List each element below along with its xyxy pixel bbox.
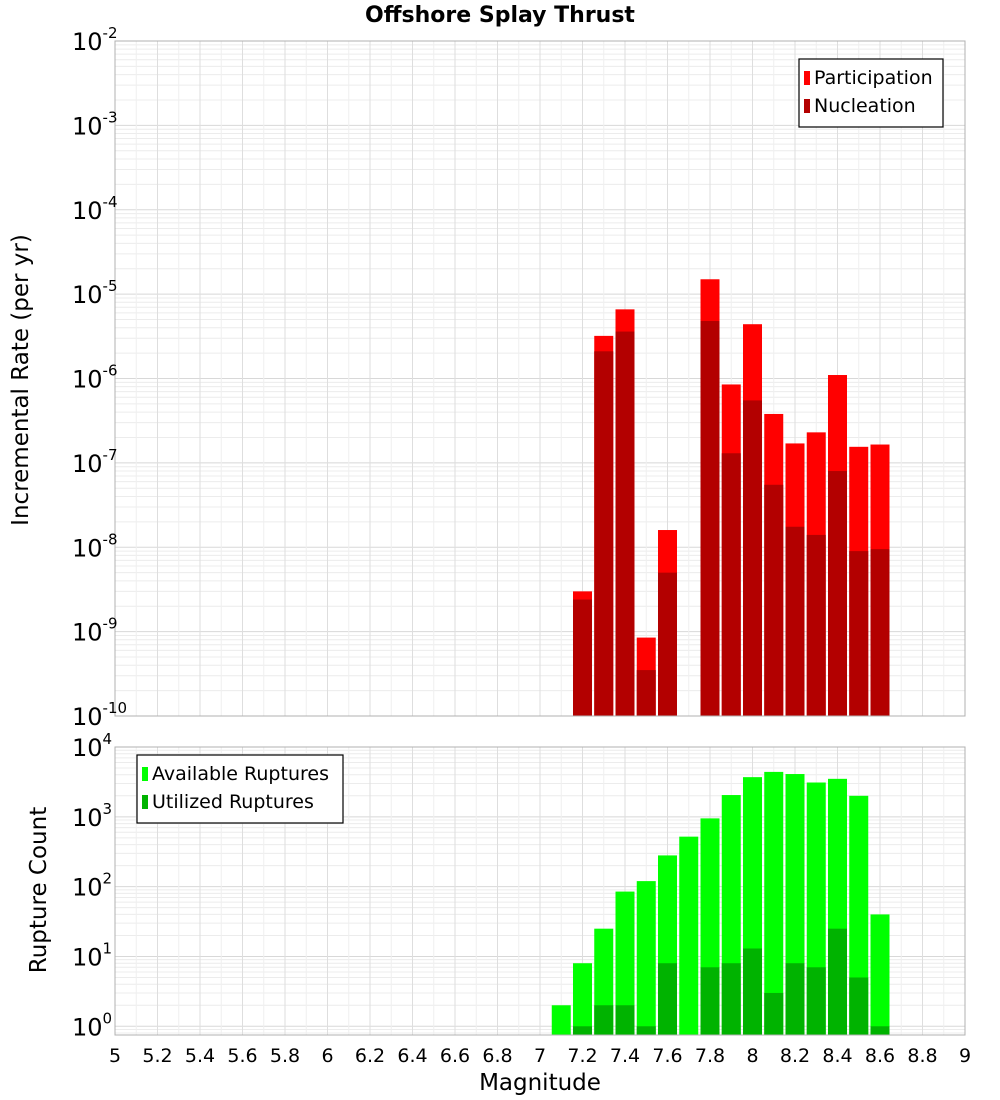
top-legend-label: Nucleation: [814, 95, 916, 117]
top-bar-b: [870, 549, 890, 716]
x-tick-label: 8.4: [822, 1045, 852, 1067]
top-legend-swatch: [804, 71, 810, 85]
top-bar-b: [594, 351, 614, 716]
top-bar-b: [721, 453, 741, 716]
bottom-legend-label: Utilized Ruptures: [152, 791, 314, 813]
bottom-bar-b: [700, 967, 720, 1035]
bottom-ytick-label: 101: [72, 939, 112, 971]
top-bar-b: [785, 526, 805, 716]
top-legend-swatch: [804, 99, 810, 113]
top-ytick-label: 10-6: [72, 362, 118, 394]
bottom-bar-a: [551, 1005, 571, 1035]
x-tick-label: 8.6: [865, 1045, 895, 1067]
top-bar-b: [615, 331, 635, 716]
bottom-bar-a: [849, 795, 869, 1035]
bottom-bar-b: [615, 1005, 635, 1035]
top-bar-b: [636, 670, 656, 716]
bottom-bar-b: [785, 963, 805, 1035]
top-ytick-label: 10-8: [72, 530, 118, 562]
bottom-bar-b: [828, 928, 847, 1035]
top-bar-b: [658, 572, 677, 716]
top-bar-b: [700, 321, 720, 716]
bottom-ytick-label: 103: [72, 800, 112, 832]
bottom-bar-b: [636, 1026, 656, 1035]
x-tick-label: 7.6: [652, 1045, 682, 1067]
bottom-bar-b: [721, 963, 741, 1035]
bottom-ytick-label: 102: [72, 870, 112, 902]
top-legend-box: [798, 58, 944, 128]
x-tick-label: 7.2: [567, 1045, 597, 1067]
bottom-bar-a: [573, 963, 592, 1035]
bottom-legend-swatch: [142, 767, 148, 781]
top-bar-b: [764, 484, 784, 716]
top-y-axis-label: Incremental Rate (per yr): [8, 234, 34, 526]
bottom-frame: [114, 746, 966, 1036]
top-ytick-label: 10-2: [72, 24, 118, 56]
top-bar-b: [849, 551, 869, 716]
x-tick-label: 6.2: [355, 1045, 385, 1067]
chart-title: Offshore Splay Thrust: [365, 3, 635, 28]
bottom-ytick-label: 104: [72, 730, 112, 762]
x-tick-label: 6.6: [440, 1045, 470, 1067]
top-ytick-label: 10-5: [72, 277, 118, 309]
top-ytick-label: 10-10: [72, 699, 127, 731]
top-ytick-label: 10-7: [72, 446, 118, 478]
bottom-legend-swatch: [142, 795, 148, 809]
bottom-bar-a: [636, 881, 656, 1035]
bottom-legend-box: [136, 754, 344, 824]
bottom-bar-b: [806, 967, 826, 1035]
x-tick-label: 5: [109, 1045, 121, 1067]
top-ytick-label: 10-4: [72, 193, 118, 225]
bottom-bar-b: [870, 1026, 890, 1035]
bottom-bar-b: [764, 992, 784, 1035]
x-tick-label: 7: [534, 1045, 546, 1067]
x-tick-label: 8.2: [780, 1045, 810, 1067]
bottom-plot: 100 101 102 103 104 Available Ruptures Utilize…: [72, 730, 971, 1067]
top-frame: [114, 40, 966, 717]
bottom-bar-b: [594, 1005, 614, 1035]
bottom-bar-b: [658, 963, 677, 1035]
x-tick-label: 7.8: [695, 1045, 725, 1067]
bottom-bar-a: [764, 771, 784, 1035]
top-legend-label: Participation: [814, 67, 933, 89]
top-bar-b: [806, 534, 826, 716]
top-plot: 10-10 10-9 10-8 10-7 10-6 10-5 10-4 10-3 10-2 Par…: [72, 24, 966, 731]
top-bar-b: [828, 471, 847, 716]
x-tick-label: 6.8: [482, 1045, 512, 1067]
top-bar-b: [573, 599, 592, 716]
x-tick-label: 5.8: [270, 1045, 300, 1067]
bottom-bar-b: [743, 948, 762, 1035]
x-tick-label: 8.8: [907, 1045, 937, 1067]
top-ytick-label: 10-3: [72, 108, 118, 140]
top-ytick-label: 10-9: [72, 615, 118, 647]
bottom-bar-b: [573, 1026, 592, 1035]
bottom-bar-b: [849, 977, 869, 1035]
bottom-bar-a: [679, 836, 699, 1035]
bottom-ytick-label: 100: [72, 1009, 112, 1041]
bottom-bar-a: [870, 914, 890, 1035]
top-bar-b: [743, 400, 762, 716]
x-tick-label: 7.4: [610, 1045, 640, 1067]
x-axis-label: Magnitude: [479, 1070, 601, 1096]
bottom-bar-a: [615, 891, 635, 1035]
x-tick-label: 5.2: [142, 1045, 172, 1067]
bottom-y-axis-label: Rupture Count: [26, 807, 52, 973]
x-tick-label: 8: [746, 1045, 758, 1067]
x-tick-label: 5.6: [227, 1045, 257, 1067]
x-tick-label: 6.4: [397, 1045, 427, 1067]
x-tick-label: 5.4: [185, 1045, 215, 1067]
x-tick-label: 6: [321, 1045, 333, 1067]
bottom-legend-label: Available Ruptures: [152, 763, 329, 785]
x-tick-label: 9: [959, 1045, 971, 1067]
